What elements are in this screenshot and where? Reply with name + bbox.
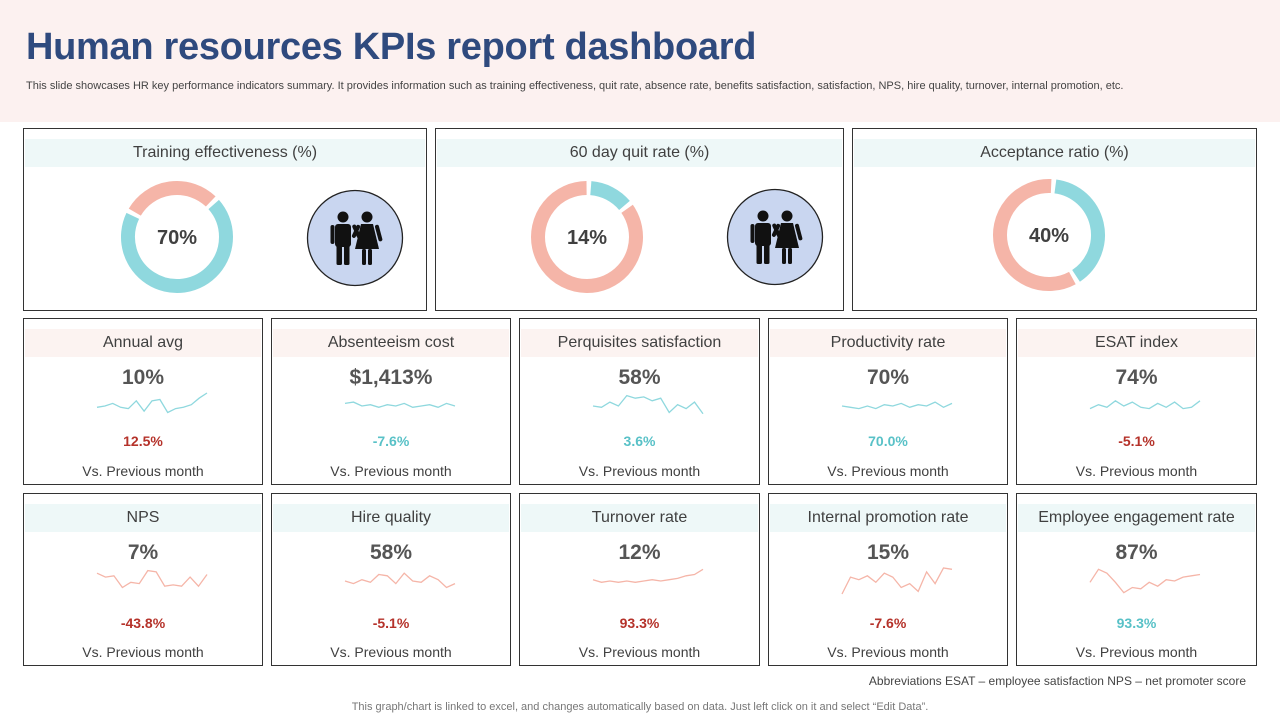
kpi-change: -7.6% xyxy=(869,615,907,631)
sparkline xyxy=(96,569,208,589)
kpi-value: 7% xyxy=(127,541,159,564)
sparkline-series xyxy=(344,572,456,589)
sparkline-series xyxy=(96,392,208,414)
sparkline xyxy=(1089,400,1201,410)
kpi-change: -7.6% xyxy=(372,433,410,449)
kpi-card-nps[interactable]: NPS 7% -43.8% Vs. Previous month xyxy=(23,493,263,666)
donut-value-label: 14% xyxy=(567,227,607,249)
kpi-title: Hire quality xyxy=(273,504,509,532)
kpi-title: Internal promotion rate xyxy=(770,504,1006,532)
card-title: Training effectiveness (%) xyxy=(25,139,425,167)
card-title: Acceptance ratio (%) xyxy=(854,139,1255,167)
sparkline-series xyxy=(96,569,208,589)
kpi-comparison-label: Vs. Previous month xyxy=(827,644,949,660)
kpi-card-hire-quality[interactable]: Hire quality 58% -5.1% Vs. Previous month xyxy=(271,493,511,666)
kpi-change: 93.3% xyxy=(619,615,660,631)
sparkline xyxy=(841,567,953,595)
kpi-change: -5.1% xyxy=(1118,433,1155,449)
kpi-card-perquisites-satisfaction[interactable]: Perquisites satisfaction 58% 3.6% Vs. Previ… xyxy=(519,318,760,485)
kpi-card-turnover-rate[interactable]: Turnover rate 12% 93.3% Vs. Previous month xyxy=(519,493,760,666)
donut-value-label: 40% xyxy=(1029,225,1069,247)
sparkline-series xyxy=(344,401,456,408)
kpi-card-internal-promotion-rate[interactable]: Internal promotion rate 15% -7.6% Vs. Previ… xyxy=(768,493,1008,666)
sparkline xyxy=(344,572,456,589)
donut-remainder-slice xyxy=(121,199,233,293)
kpi-card-esat-index[interactable]: ESAT index 74% -5.1% Vs. Previous month xyxy=(1016,318,1257,485)
sparkline xyxy=(592,568,704,583)
kpi-title: Annual avg xyxy=(25,329,261,357)
kpi-card-employee-engagement-rate[interactable]: Employee engagement rate 87% 93.3% Vs. Prev… xyxy=(1016,493,1257,666)
donut-chart: 70% xyxy=(121,181,233,293)
kpi-title: Productivity rate xyxy=(770,329,1006,357)
kpi-change: 12.5% xyxy=(123,433,163,449)
people-icon xyxy=(726,188,824,286)
card-acceptance-ratio[interactable]: Acceptance ratio (%) 40% xyxy=(852,128,1257,311)
kpi-comparison-label: Vs. Previous month xyxy=(827,463,949,479)
card-title: 60 day quit rate (%) xyxy=(437,139,842,167)
kpi-change: 3.6% xyxy=(623,433,656,449)
abbreviations-note: Abbreviations ESAT – employee satisfacti… xyxy=(868,674,1246,688)
sparkline-series xyxy=(841,401,953,410)
card-quit-rate[interactable]: 60 day quit rate (%) 14% xyxy=(435,128,844,311)
kpi-title: Employee engagement rate xyxy=(1018,504,1255,532)
kpi-value: 58% xyxy=(618,366,661,389)
sparkline xyxy=(841,401,953,410)
donut-value-label: 70% xyxy=(157,227,197,249)
sparkline xyxy=(592,394,704,415)
kpi-comparison-label: Vs. Previous month xyxy=(330,644,452,660)
donut-value-slice xyxy=(589,181,630,211)
kpi-comparison-label: Vs. Previous month xyxy=(330,463,452,479)
donut-value-slice xyxy=(1054,179,1105,282)
kpi-change: -5.1% xyxy=(372,615,410,631)
header-band: Human resources KPIs report dashboard Th… xyxy=(0,0,1280,122)
donut-remainder-slice xyxy=(531,181,643,293)
kpi-value: 58% xyxy=(369,541,413,564)
kpi-title: Absenteeism cost xyxy=(273,329,509,357)
kpi-change: 93.3% xyxy=(1116,615,1157,631)
kpi-value: 87% xyxy=(1115,541,1158,564)
kpi-comparison-label: Vs. Previous month xyxy=(82,463,204,479)
kpi-value: 15% xyxy=(866,541,910,564)
kpi-title: Perquisites satisfaction xyxy=(521,329,758,357)
kpi-value: 12% xyxy=(618,541,661,564)
kpi-comparison-label: Vs. Previous month xyxy=(1075,463,1198,479)
card-training-effectiveness[interactable]: Training effectiveness (%) 70% xyxy=(23,128,427,311)
kpi-card-annual-avg[interactable]: Annual avg 10% 12.5% Vs. Previous month xyxy=(23,318,263,485)
donut-remainder-slice xyxy=(993,179,1076,291)
kpi-comparison-label: Vs. Previous month xyxy=(578,463,701,479)
sparkline xyxy=(344,401,456,408)
kpi-card-productivity-rate[interactable]: Productivity rate 70% 70.0% Vs. Previous mo… xyxy=(768,318,1008,485)
kpi-title: ESAT index xyxy=(1018,329,1255,357)
footer-note: This graph/chart is linked to excel, and… xyxy=(351,701,929,713)
kpi-card-absenteeism-cost[interactable]: Absenteeism cost $1,413% -7.6% Vs. Previous… xyxy=(271,318,511,485)
kpi-value: 10% xyxy=(121,366,165,389)
sparkline-series xyxy=(592,394,704,415)
sparkline xyxy=(96,392,208,414)
donut-chart: 14% xyxy=(531,181,643,293)
people-icon xyxy=(306,189,404,287)
kpi-comparison-label: Vs. Previous month xyxy=(578,644,701,660)
sparkline-series xyxy=(592,568,704,583)
sparkline-series xyxy=(1089,400,1201,410)
kpi-change: -43.8% xyxy=(120,615,166,631)
page-title: Human resources KPIs report dashboard xyxy=(26,26,757,68)
sparkline-series xyxy=(841,567,953,595)
donut-value-slice xyxy=(128,181,216,216)
sparkline xyxy=(1089,568,1201,594)
page-subtitle: This slide showcases HR key performance … xyxy=(26,80,1124,92)
kpi-value: 74% xyxy=(1115,366,1158,389)
donut-chart: 40% xyxy=(993,179,1105,291)
kpi-comparison-label: Vs. Previous month xyxy=(82,644,204,660)
sparkline-series xyxy=(1089,568,1201,594)
kpi-title: NPS xyxy=(25,504,261,532)
kpi-title: Turnover rate xyxy=(521,504,758,532)
kpi-comparison-label: Vs. Previous month xyxy=(1075,644,1198,660)
kpi-change: 70.0% xyxy=(868,433,908,449)
kpi-value: $1,413% xyxy=(349,366,433,389)
kpi-value: 70% xyxy=(866,366,910,389)
